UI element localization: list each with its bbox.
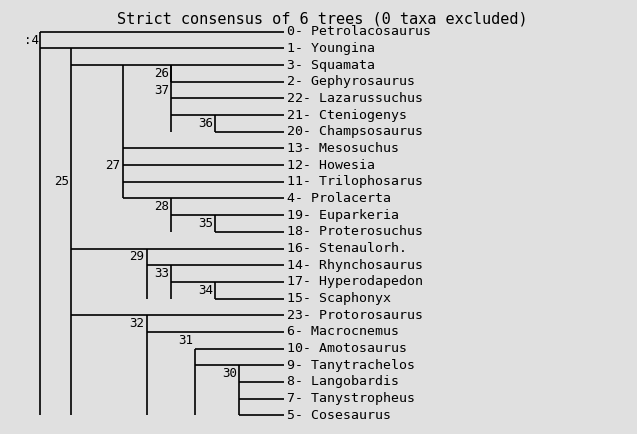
Text: 6- Macrocnemus: 6- Macrocnemus [287,326,399,339]
Text: 17- Hyperodapedon: 17- Hyperodapedon [287,276,423,288]
Text: 21- Cteniogenys: 21- Cteniogenys [287,108,407,122]
Text: 32: 32 [129,317,144,330]
Text: 29: 29 [129,250,144,263]
Text: 36: 36 [198,117,213,130]
Text: 33: 33 [154,267,169,280]
Text: 12- Howesia: 12- Howesia [287,159,375,171]
Text: 3- Squamata: 3- Squamata [287,59,375,72]
Text: 1- Youngina: 1- Youngina [287,42,375,55]
Text: 22- Lazarussuchus: 22- Lazarussuchus [287,92,423,105]
Text: 13- Mesosuchus: 13- Mesosuchus [287,142,399,155]
Text: 35: 35 [198,217,213,230]
Text: 15- Scaphonyx: 15- Scaphonyx [287,292,391,305]
Text: 16- Stenaulorh.: 16- Stenaulorh. [287,242,407,255]
Text: 2- Gephyrosaurus: 2- Gephyrosaurus [287,75,415,88]
Text: 14- Rhynchosaurus: 14- Rhynchosaurus [287,259,423,272]
Text: 25: 25 [54,175,69,188]
Text: 30: 30 [222,367,238,380]
Text: 31: 31 [178,334,193,347]
Text: 7- Tanystropheus: 7- Tanystropheus [287,392,415,405]
Text: 0- Petrolacosaurus: 0- Petrolacosaurus [287,25,431,38]
Text: 4- Prolacerta: 4- Prolacerta [287,192,391,205]
Text: 37: 37 [154,84,169,97]
Text: 20- Champsosaurus: 20- Champsosaurus [287,125,423,138]
Text: 8- Langobardis: 8- Langobardis [287,375,399,388]
Text: 34: 34 [198,284,213,297]
Text: 27: 27 [105,159,120,171]
Text: 19- Euparkeria: 19- Euparkeria [287,209,399,222]
Text: 9- Tanytrachelos: 9- Tanytrachelos [287,359,415,372]
Text: Strict consensus of 6 trees (0 taxa excluded): Strict consensus of 6 trees (0 taxa excl… [117,12,527,27]
Text: :4: :4 [24,33,39,46]
Text: 11- Trilophosarus: 11- Trilophosarus [287,175,423,188]
Text: 18- Proterosuchus: 18- Proterosuchus [287,225,423,238]
Text: 26: 26 [154,67,169,80]
Text: 23- Protorosaurus: 23- Protorosaurus [287,309,423,322]
Text: 28: 28 [154,201,169,214]
Text: 10- Amotosaurus: 10- Amotosaurus [287,342,407,355]
Text: 5- Cosesaurus: 5- Cosesaurus [287,409,391,422]
